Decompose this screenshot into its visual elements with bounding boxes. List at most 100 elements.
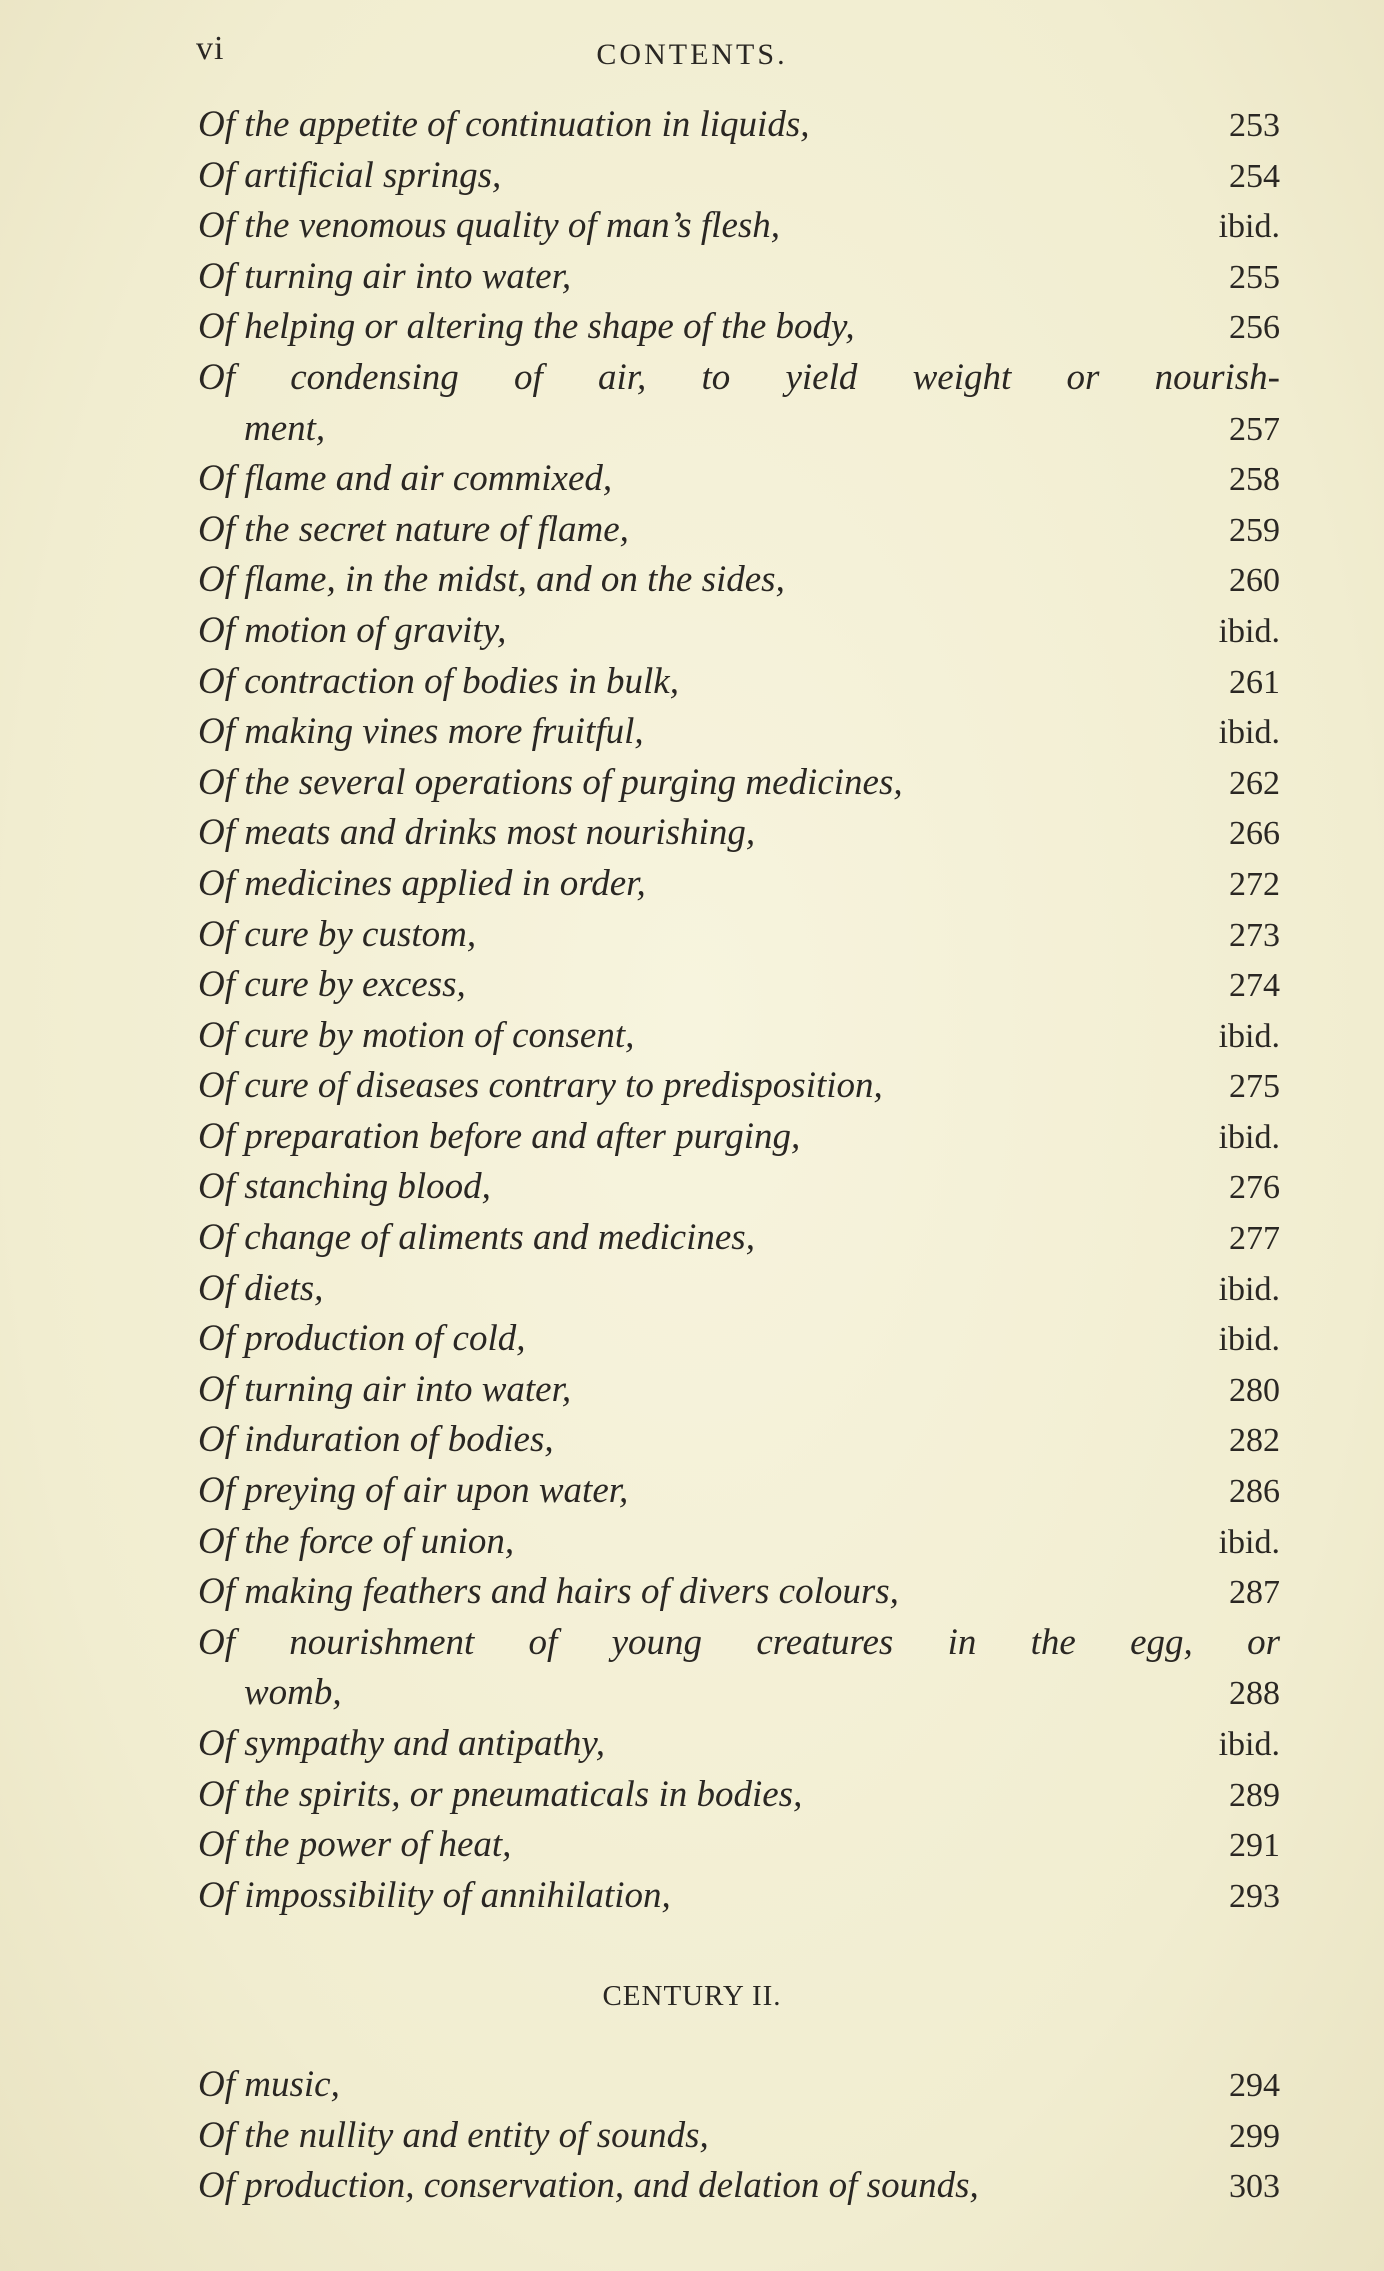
entry-page: 294: [1229, 2067, 1280, 2104]
entry-page: ibid.: [1218, 1523, 1280, 1561]
entry-page: 254: [1229, 157, 1280, 195]
entry-title: Of flame, in the midst, and on the sides…: [198, 559, 785, 601]
running-title: CONTENTS.: [596, 38, 788, 71]
entry-page: 260: [1229, 562, 1280, 600]
contents-entry: Of the several operations of purging med…: [198, 758, 1280, 809]
entry-title: Of diets,: [198, 1267, 324, 1309]
contents-entry: Of the spirits, or pneumaticals in bodie…: [198, 1770, 1280, 1821]
entry-title: Of sympathy and antipathy,: [198, 1723, 605, 1764]
entry-title: Of cure by excess,: [198, 964, 466, 1006]
contents-list: Of the appetite of continuation in liqui…: [198, 100, 1280, 1921]
entry-page: 272: [1229, 865, 1280, 903]
entry-title: Of making feathers and hairs of divers c…: [198, 1571, 899, 1613]
entry-title: Of motion of gravity,: [198, 609, 507, 651]
entry-title: Of contraction of bodies in bulk,: [198, 660, 679, 702]
entry-title: Of music,: [198, 2064, 340, 2105]
entry-title: Of cure by custom,: [198, 913, 477, 955]
contents-entry: Of flame, in the midst, and on the sides…: [198, 555, 1280, 606]
entry-title: Of the power of heat,: [198, 1824, 512, 1866]
entry-page: 288: [1229, 1675, 1280, 1713]
contents-entry: Of contraction of bodies in bulk, 261: [198, 657, 1280, 708]
entry-title: Of the spirits, or pneumaticals in bodie…: [198, 1773, 803, 1815]
contents-entry: Of motion of gravity, ibid.: [198, 606, 1280, 657]
entry-title: Of turning air into water,: [198, 1368, 572, 1410]
entry-title: Of artificial springs,: [198, 154, 502, 196]
contents-entry: Of cure of diseases contrary to predispo…: [198, 1061, 1280, 1112]
contents-entry: ment, 257: [198, 404, 1280, 455]
contents-entry: Of flame and air commixed, 258: [198, 454, 1280, 505]
entry-page: 259: [1229, 511, 1280, 549]
contents-entry: Of medicines applied in order, 272: [198, 859, 1280, 910]
entry-page: ibid.: [1218, 714, 1280, 752]
entry-title: Of cure by motion of consent,: [198, 1014, 635, 1056]
entry-page: ibid.: [1218, 1270, 1280, 1308]
contents-entry: Of production, conservation, and delatio…: [198, 2161, 1280, 2212]
entry-page: 274: [1229, 967, 1280, 1005]
entry-page: ibid.: [1218, 1118, 1280, 1156]
entry-title-continuation: womb,: [244, 1672, 342, 1714]
entry-title: Of turning air into water,: [198, 255, 572, 297]
entry-page: 287: [1229, 1574, 1280, 1612]
contents-entry: Of preying of air upon water, 286: [198, 1466, 1280, 1517]
entry-title: Of the several operations of purging med…: [198, 761, 903, 803]
entry-page: 291: [1229, 1827, 1280, 1865]
entry-page: 277: [1229, 1220, 1280, 1258]
entry-page: 257: [1229, 410, 1280, 448]
contents-entry: Of the power of heat, 291: [198, 1820, 1280, 1871]
entry-title: Of the appetite of continuation in liqui…: [198, 104, 810, 145]
entry-title: Of making vines more fruitful,: [198, 711, 644, 753]
entry-page: 293: [1229, 1877, 1280, 1915]
section-heading: CENTURY II.: [602, 1980, 782, 2012]
entry-page: 273: [1229, 916, 1280, 954]
entry-page: 280: [1229, 1371, 1280, 1409]
contents-entry: Of the appetite of continuation in liqui…: [198, 100, 1280, 151]
entry-page: 253: [1229, 107, 1280, 144]
entry-title: Of stanching blood,: [198, 1166, 491, 1208]
contents-entry: Of diets, ibid.: [198, 1264, 1280, 1315]
entry-page: ibid.: [1218, 1321, 1280, 1359]
contents-entry: Of turning air into water, 280: [198, 1365, 1280, 1416]
contents-entry: Of making vines more fruitful, ibid.: [198, 707, 1280, 758]
contents-entry: Of stanching blood, 276: [198, 1162, 1280, 1213]
entry-page: 289: [1229, 1776, 1280, 1814]
contents-entry: Of cure by motion of consent, ibid.: [198, 1011, 1280, 1062]
contents-entry: Of change of aliments and medicines, 277: [198, 1213, 1280, 1264]
entry-page: 286: [1229, 1473, 1280, 1511]
entry-title: Of the force of union,: [198, 1520, 515, 1562]
contents-entry: womb, 288: [198, 1668, 1280, 1719]
contents-entry: Of turning air into water, 255: [198, 252, 1280, 303]
contents-entry: Of cure by excess, 274: [198, 960, 1280, 1011]
entry-page: ibid.: [1218, 1017, 1280, 1055]
contents-entry: Of production of cold, ibid.: [198, 1314, 1280, 1365]
contents-entry: Of artificial springs, 254: [198, 151, 1280, 202]
entry-page: 282: [1229, 1422, 1280, 1460]
entry-page: ibid.: [1218, 1726, 1280, 1763]
entry-page: 261: [1229, 663, 1280, 701]
entry-title-continuation: ment,: [244, 407, 326, 449]
entry-page: 276: [1229, 1169, 1280, 1207]
entry-title: Of production of cold,: [198, 1318, 526, 1360]
contents-entry: Of the force of union, ibid.: [198, 1517, 1280, 1568]
contents-entry: Of the nullity and entity of sounds, 299: [198, 2111, 1280, 2162]
contents-entry: Of impossibility of annihilation, 293: [198, 1871, 1280, 1922]
entry-title: Of the venomous quality of man’s flesh,: [198, 205, 781, 247]
entry-title: Of change of aliments and medicines,: [198, 1217, 755, 1259]
entry-page: 256: [1229, 309, 1280, 347]
entry-page: ibid.: [1218, 612, 1280, 650]
entry-title: Of production, conservation, and delatio…: [198, 2165, 979, 2207]
contents-list-century-2: Of music, 294 Of the nullity and entity of…: [198, 2060, 1280, 2212]
entry-title: Of impossibility of annihilation,: [198, 1874, 671, 1916]
entry-page: 303: [1229, 2168, 1280, 2206]
entry-page: 275: [1229, 1068, 1280, 1106]
entry-title: Of the nullity and entity of sounds,: [198, 2114, 709, 2156]
entry-title: Of cure of diseases contrary to predispo…: [198, 1065, 883, 1107]
contents-entry: Of helping or altering the shape of the …: [198, 302, 1280, 353]
contents-entry: Of induration of bodies, 282: [198, 1415, 1280, 1466]
contents-entry: Of preparation before and after purging,…: [198, 1112, 1280, 1163]
entry-title: Of preying of air upon water,: [198, 1470, 629, 1512]
entry-page: 258: [1229, 461, 1280, 499]
contents-entry: Of meats and drinks most nourishing, 266: [198, 808, 1280, 859]
contents-entry: Of making feathers and hairs of divers c…: [198, 1567, 1280, 1618]
page-number-folio: vi: [196, 30, 225, 67]
